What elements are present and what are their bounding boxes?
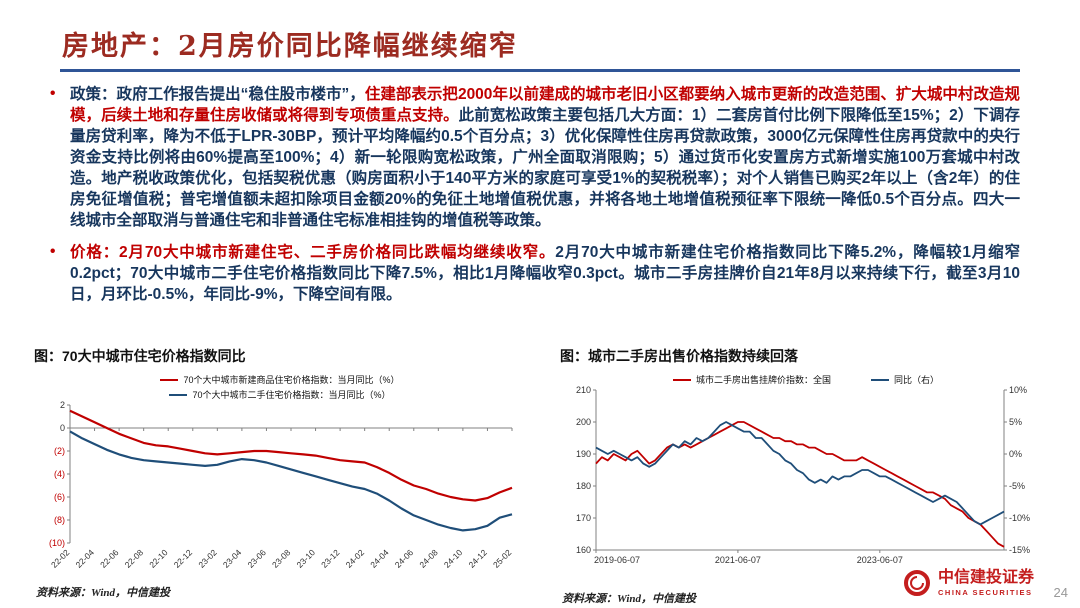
right-chart-title: 图：城市二手房出售价格指数持续回落 [560,348,798,364]
svg-text:2023-06-07: 2023-06-07 [857,555,903,565]
legend-swatch [871,378,889,381]
svg-text:24-04: 24-04 [368,547,391,570]
text-segment: 政策：政府工作报告提出“稳住股市楼市”， [70,86,365,103]
svg-text:(10): (10) [49,538,65,548]
company-logo: 中信建投证券 CHINA SECURITIES [902,568,1034,598]
svg-text:24-08: 24-08 [417,547,440,570]
legend-item: 70个大中城市新建商品住宅价格指数：当月同比（%） [160,373,400,386]
bullet-marker: • [50,85,56,102]
price-bullet: • 价格：2月70大中城市新建住宅、二手房价格同比跌幅均继续收窄。2月70大中城市… [46,242,1020,305]
svg-text:(2): (2) [54,446,65,456]
svg-text:2019-06-07: 2019-06-07 [594,555,640,565]
left-chart: 图：70大中城市住宅价格指数同比 70个大中城市新建商品住宅价格指数：当月同比（… [34,346,526,594]
text-segment: 2月70大中城市新建住宅价格指数同比下降5.2%，降幅较1月缩窄0.2pct；7… [70,244,1020,303]
legend-label: 70个大中城市新建商品住宅价格指数：当月同比（%） [183,375,400,385]
legend-label: 城市二手房出售挂牌价指数：全国 [695,375,831,385]
logo-emblem-icon [903,570,930,596]
text-segment: 住建部表示把2000年以前建成的城市老旧小区都要纳入城市更新的改造范围、扩大城中… [70,86,1020,124]
svg-text:23-04: 23-04 [221,547,244,570]
svg-text:23-08: 23-08 [270,547,293,570]
svg-text:22-02: 22-02 [49,547,72,570]
svg-text:(8): (8) [54,515,65,525]
svg-text:23-10: 23-10 [295,547,318,570]
svg-text:10%: 10% [1009,386,1027,395]
svg-text:5%: 5% [1009,417,1022,427]
legend-item: 同比（右） [871,373,939,386]
bullet-list: • 政策：政府工作报告提出“稳住股市楼市”，住建部表示把2000年以前建成的城市老… [46,84,1020,316]
svg-text:0%: 0% [1009,449,1022,459]
svg-text:(6): (6) [54,492,65,502]
svg-text:23-06: 23-06 [245,547,268,570]
legend-item: 70个大中城市二手住宅价格指数：当月同比（%） [169,388,391,401]
svg-text:24-02: 24-02 [344,547,367,570]
svg-text:-15%: -15% [1009,545,1030,555]
page-title: 房地产：2月房价同比降幅继续缩窄 [62,31,518,62]
right-chart-legend: 城市二手房出售挂牌价指数：全国 同比（右） [560,373,1052,386]
svg-text:-5%: -5% [1009,481,1025,491]
svg-text:22-10: 22-10 [147,547,170,570]
svg-text:22-12: 22-12 [172,547,195,570]
right-chart: 图：城市二手房出售价格指数持续回落 城市二手房出售挂牌价指数：全国 同比（右） 2… [560,346,1052,579]
page-number: 24 [1053,585,1068,600]
svg-text:24-12: 24-12 [466,547,489,570]
text-segment: 此前宽松政策主要包括几大方面：1）二套房首付比例下限降低至15%；2）下调存量房… [70,107,1020,229]
svg-text:160: 160 [576,545,591,555]
legend-swatch [672,378,691,381]
right-chart-plot: 210 200 190 180 170 160 10% 5% 0% -5% -10% -15% 2019… [576,385,1030,565]
left-chart-legend: 70个大中城市新建商品住宅价格指数：当月同比（%） 70个大中城市二手住宅价格指数… [34,373,526,401]
svg-text:24-06: 24-06 [393,547,416,570]
svg-text:23-12: 23-12 [319,547,342,570]
title-underline [60,69,1020,72]
left-source-note: 资料来源：Wind，中信建投 [36,587,171,599]
svg-text:2: 2 [60,401,65,410]
svg-text:2021-06-07: 2021-06-07 [715,555,761,565]
svg-text:23-02: 23-02 [196,547,219,570]
svg-text:210: 210 [576,386,591,395]
svg-text:190: 190 [576,449,591,459]
logo-text: 中信建投证券 CHINA SECURITIES [937,568,1034,597]
svg-text:22-08: 22-08 [123,547,146,570]
logo-en-text: CHINA SECURITIES [937,587,1033,597]
legend-label: 同比（右） [894,375,940,385]
text-segment: 价格：2月70大中城市新建住宅、二手房价格同比跌幅均继续收窄。 [70,244,556,261]
svg-text:-10%: -10% [1009,513,1030,523]
legend-swatch [160,378,179,381]
svg-text:22-06: 22-06 [98,547,121,570]
svg-text:180: 180 [576,481,591,491]
bullet-marker: • [50,243,56,260]
right-source-note: 资料来源：Wind，中信建投 [562,593,697,605]
svg-text:25-02: 25-02 [491,547,514,570]
svg-text:24-10: 24-10 [442,547,465,570]
legend-label: 70个大中城市二手住宅价格指数：当月同比（%） [192,390,391,400]
left-chart-plot: 20(2)(4)(6)(8)(10)22-02 22-04 22-06 22-08 22… [49,400,514,570]
svg-text:(4): (4) [54,469,65,479]
svg-text:170: 170 [576,513,591,523]
logo-cn-text: 中信建投证券 [937,568,1034,586]
svg-text:22-04: 22-04 [74,547,97,570]
left-chart-title: 图：70大中城市住宅价格指数同比 [34,348,246,364]
legend-swatch [169,393,188,396]
svg-text:0: 0 [60,423,65,433]
policy-bullet: • 政策：政府工作报告提出“稳住股市楼市”，住建部表示把2000年以前建成的城市老… [46,84,1020,231]
svg-text:200: 200 [576,417,591,427]
legend-item: 城市二手房出售挂牌价指数：全国 [672,373,831,386]
